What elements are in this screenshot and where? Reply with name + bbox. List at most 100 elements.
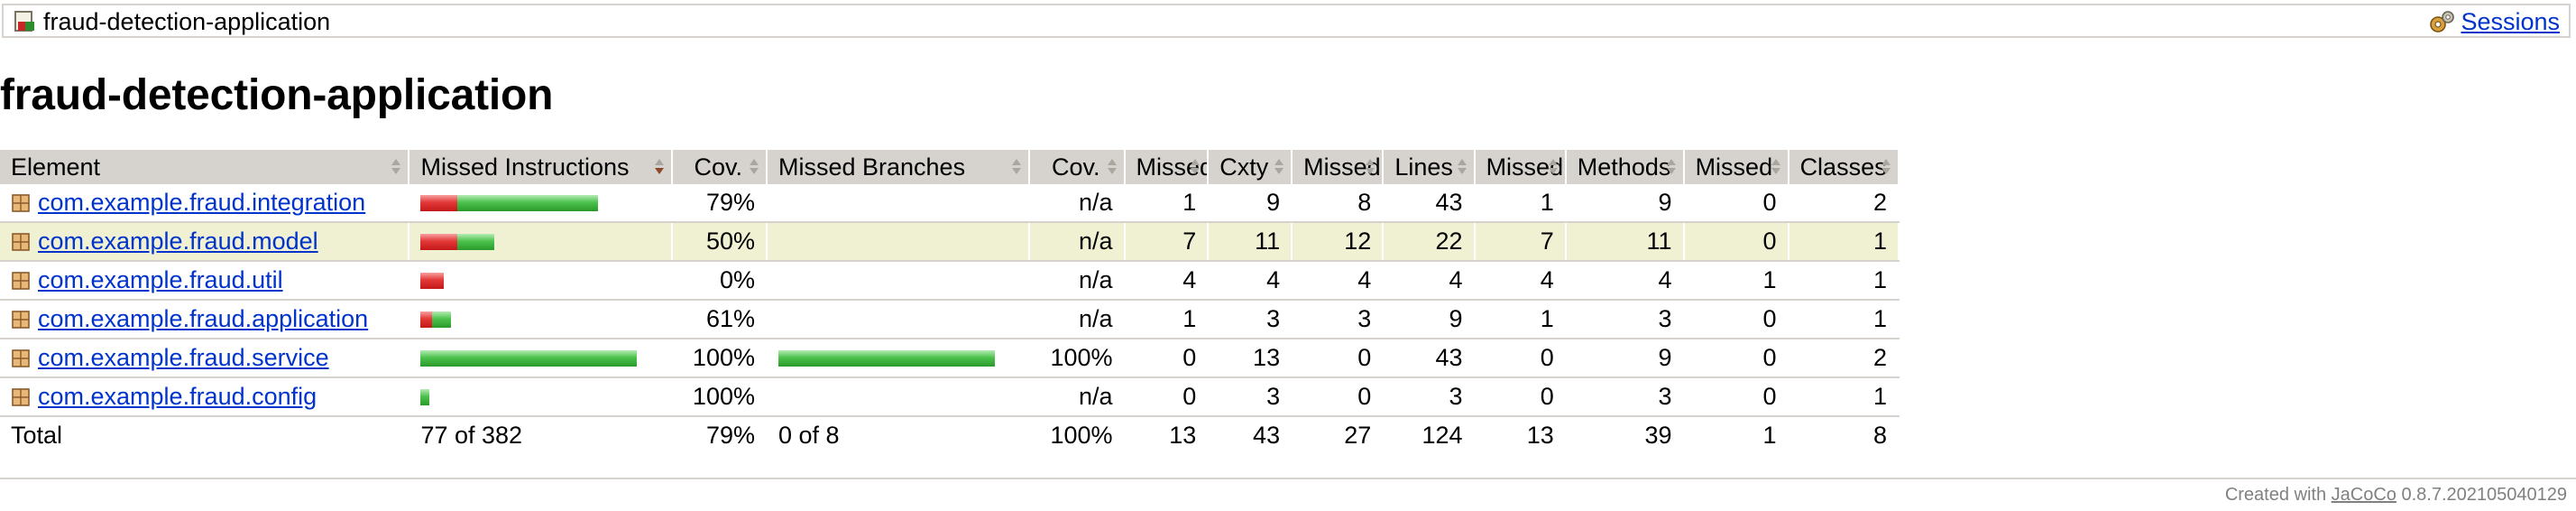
header-methods[interactable]: Methods	[1565, 150, 1685, 184]
total-lines: 124	[1383, 416, 1476, 453]
sort-arrows-icon	[1457, 159, 1467, 175]
missed-methods: 1	[1474, 184, 1567, 223]
branches-bar-cell	[766, 184, 1031, 223]
covered-bar-segment	[457, 233, 495, 250]
instructions-bar-cell	[409, 184, 673, 223]
branches-bar-cell	[766, 339, 1031, 378]
cov-instructions: 0%	[671, 261, 768, 301]
package-link[interactable]: com.example.fraud.application	[38, 305, 369, 332]
total-classes: 8	[1788, 416, 1900, 453]
methods: 3	[1565, 300, 1685, 339]
cxty: 11	[1208, 222, 1293, 262]
lines: 43	[1383, 339, 1476, 378]
covered-bar-segment	[432, 311, 452, 328]
coverage-bar	[777, 349, 995, 367]
package-icon	[12, 271, 30, 290]
branches-bar-cell	[766, 300, 1031, 339]
header-cxty[interactable]: Cxty	[1208, 150, 1293, 184]
footer: Created with JaCoCo 0.8.7.202105040129	[2224, 485, 2567, 505]
missed-cxty: 1	[1124, 300, 1210, 339]
breadcrumb-item: fraud-detection-application	[13, 8, 331, 35]
missed-methods: 4	[1474, 261, 1567, 301]
package-link[interactable]: com.example.fraud.util	[38, 266, 283, 293]
header-cov-branches[interactable]: Cov.	[1029, 150, 1126, 184]
header-missed-classes[interactable]: Missed	[1683, 150, 1789, 184]
total-missed-classes: 1	[1683, 416, 1789, 453]
package-icon	[12, 232, 30, 251]
package-link[interactable]: com.example.fraud.integration	[38, 189, 366, 216]
sessions-link-wrapper[interactable]: Sessions	[2428, 8, 2560, 35]
total-label: Total	[0, 416, 410, 453]
package-link[interactable]: com.example.fraud.service	[38, 344, 329, 371]
header-missed-branches[interactable]: Missed Branches	[766, 150, 1031, 184]
sort-arrows-icon	[749, 159, 759, 175]
branches-bar-cell	[766, 222, 1031, 262]
table-header-row: Element Missed Instructions Cov. Missed …	[0, 150, 1900, 184]
missed-lines: 3	[1292, 300, 1385, 339]
methods: 4	[1565, 261, 1685, 301]
cov-branches: n/a	[1029, 261, 1126, 301]
header-lines[interactable]: Lines	[1383, 150, 1476, 184]
classes: 2	[1788, 339, 1900, 378]
sort-arrows-icon	[1366, 159, 1375, 175]
total-methods: 39	[1565, 416, 1685, 453]
sort-arrows-icon	[1012, 159, 1022, 175]
header-element[interactable]: Element	[0, 150, 410, 184]
instructions-bar-cell	[409, 377, 673, 417]
package-icon	[12, 310, 30, 329]
report-icon	[13, 10, 36, 33]
header-missed-cxty[interactable]: Missed	[1124, 150, 1210, 184]
instructions-bar-cell	[409, 339, 673, 378]
jacoco-link[interactable]: JaCoCo	[2331, 485, 2397, 505]
coverage-table: Element Missed Instructions Cov. Missed …	[0, 150, 1900, 453]
classes: 1	[1788, 300, 1900, 339]
header-missed-instructions[interactable]: Missed Instructions	[409, 150, 673, 184]
total-missed-lines: 27	[1292, 416, 1385, 453]
coverage-bar	[420, 311, 452, 328]
header-missed-lines[interactable]: Missed	[1292, 150, 1385, 184]
cov-branches: n/a	[1029, 222, 1126, 262]
missed-methods: 0	[1474, 339, 1567, 378]
cov-branches: 100%	[1029, 339, 1126, 378]
missed-bar-segment	[420, 272, 445, 289]
header-missed-methods[interactable]: Missed	[1474, 150, 1567, 184]
total-missed-cxty: 13	[1124, 416, 1210, 453]
cxty: 4	[1208, 261, 1293, 301]
missed-cxty: 0	[1124, 377, 1210, 417]
lines: 43	[1383, 184, 1476, 223]
sessions-link[interactable]: Sessions	[2461, 8, 2560, 35]
classes: 1	[1788, 261, 1900, 301]
sort-arrows-icon	[1771, 159, 1780, 175]
total-branches: 0 of 8	[766, 416, 1031, 453]
header-classes[interactable]: Classes	[1788, 150, 1900, 184]
total-cxty: 43	[1208, 416, 1293, 453]
branches-bar-cell	[766, 261, 1031, 301]
methods: 9	[1565, 184, 1685, 223]
branches-bar-cell	[766, 377, 1031, 417]
cxty: 3	[1208, 300, 1293, 339]
missed-cxty: 7	[1124, 222, 1210, 262]
table-row: com.example.fraud.application 61% n/a 1 3 3 9 1…	[0, 300, 1900, 339]
missed-lines: 12	[1292, 222, 1385, 262]
missed-lines: 4	[1292, 261, 1385, 301]
breadcrumb-label: fraud-detection-application	[43, 8, 331, 35]
package-link[interactable]: com.example.fraud.config	[38, 383, 317, 410]
cov-branches: n/a	[1029, 184, 1126, 223]
table-row: com.example.fraud.model 50% n/a 7 11 12 22 7 11 0…	[0, 222, 1900, 262]
coverage-bar	[420, 194, 599, 211]
sort-arrows-icon	[1548, 159, 1558, 175]
missed-bar-segment	[420, 233, 458, 250]
element-cell: com.example.fraud.util	[0, 261, 410, 301]
missed-cxty: 1	[1124, 184, 1210, 223]
package-link[interactable]: com.example.fraud.model	[38, 228, 318, 255]
cxty: 9	[1208, 184, 1293, 223]
covered-bar-segment	[420, 388, 430, 405]
lines: 4	[1383, 261, 1476, 301]
element-cell: com.example.fraud.model	[0, 222, 410, 262]
missed-bar-segment	[420, 194, 458, 211]
missed-classes: 0	[1683, 184, 1789, 223]
footer-divider	[0, 478, 2576, 479]
header-cov-instructions[interactable]: Cov.	[671, 150, 768, 184]
methods: 3	[1565, 377, 1685, 417]
element-cell: com.example.fraud.application	[0, 300, 410, 339]
